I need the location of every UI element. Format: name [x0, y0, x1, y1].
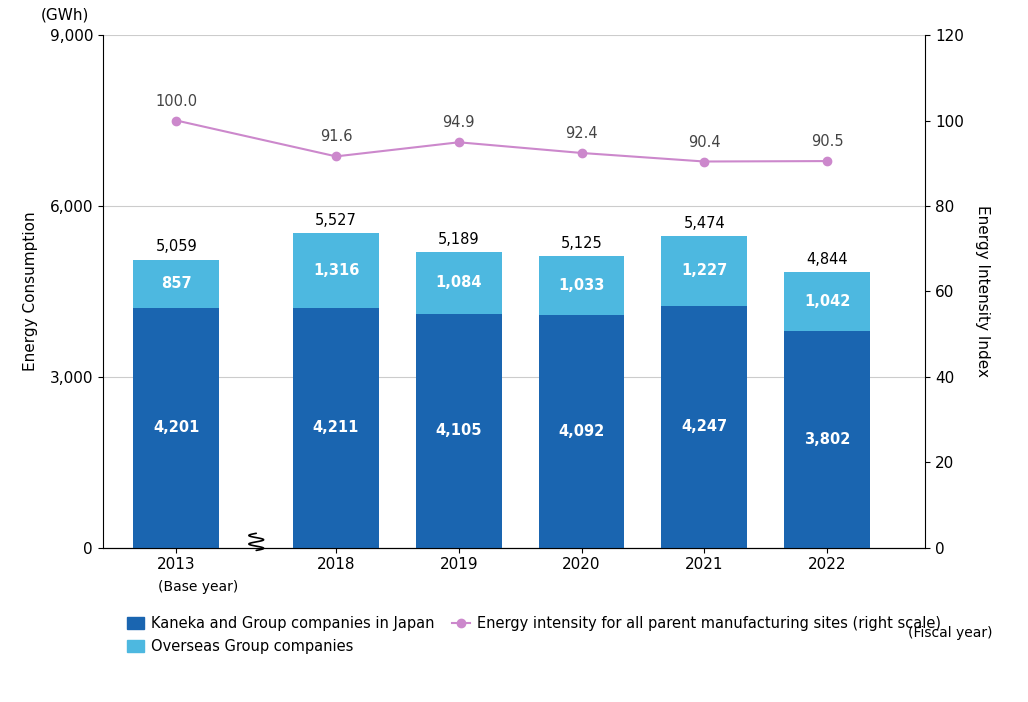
Text: 5,474: 5,474	[684, 216, 725, 231]
Text: 4,247: 4,247	[682, 419, 728, 434]
Text: 1,033: 1,033	[558, 278, 604, 293]
Text: 5,527: 5,527	[315, 213, 357, 227]
Text: 92.4: 92.4	[565, 126, 598, 141]
Text: 1,316: 1,316	[313, 263, 359, 278]
Text: (Fiscal year): (Fiscal year)	[908, 626, 992, 640]
Text: 100.0: 100.0	[155, 93, 197, 109]
Text: (Base year): (Base year)	[158, 580, 238, 594]
Text: 3,802: 3,802	[804, 432, 850, 446]
Text: 91.6: 91.6	[320, 129, 353, 145]
Bar	[415, 252, 502, 314]
Y-axis label: Energy Consumption: Energy Consumption	[24, 211, 38, 371]
Bar	[661, 236, 747, 306]
Text: 5,125: 5,125	[560, 236, 602, 251]
Text: 4,844: 4,844	[806, 251, 848, 267]
Text: 90.4: 90.4	[688, 135, 721, 150]
Bar	[134, 260, 219, 308]
Text: 1,042: 1,042	[804, 294, 850, 309]
Text: 4,201: 4,201	[153, 420, 199, 435]
Y-axis label: Energy Intensity Index: Energy Intensity Index	[975, 205, 990, 378]
Legend: Kaneka and Group companies in Japan, Overseas Group companies, Energy intensity : Kaneka and Group companies in Japan, Ove…	[126, 616, 941, 654]
Bar	[134, 308, 219, 548]
Text: 90.5: 90.5	[811, 134, 843, 149]
Bar	[415, 314, 502, 548]
Bar	[293, 307, 379, 548]
Text: 4,105: 4,105	[436, 423, 482, 438]
Text: (GWh): (GWh)	[41, 7, 89, 22]
Bar	[661, 306, 747, 548]
Bar	[539, 314, 624, 548]
Text: 5,189: 5,189	[438, 232, 480, 247]
Text: 4,211: 4,211	[313, 420, 359, 435]
Bar	[539, 256, 624, 314]
Bar	[293, 233, 379, 307]
Text: 94.9: 94.9	[442, 115, 475, 131]
Text: 1,084: 1,084	[436, 275, 482, 291]
Text: 857: 857	[161, 277, 192, 291]
Bar	[784, 331, 870, 548]
Text: 5,059: 5,059	[155, 239, 197, 254]
Text: 4,092: 4,092	[558, 423, 604, 439]
Text: 1,227: 1,227	[682, 263, 728, 278]
Bar	[784, 272, 870, 331]
